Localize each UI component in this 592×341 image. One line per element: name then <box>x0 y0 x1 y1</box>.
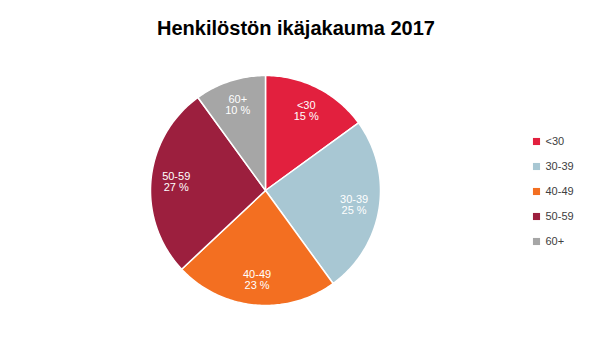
svg-text:60+10 %: 60+10 % <box>225 93 250 116</box>
svg-text:40-4923 %: 40-4923 % <box>243 268 271 291</box>
svg-text:<3015 %: <3015 % <box>294 99 319 122</box>
svg-text:40-49: 40-49 <box>546 185 574 197</box>
svg-text:30-39: 30-39 <box>546 160 574 172</box>
svg-text:<30: <30 <box>546 135 565 147</box>
svg-text:50-59: 50-59 <box>546 210 574 222</box>
svg-text:30-3925 %: 30-3925 % <box>340 193 368 216</box>
svg-text:60+: 60+ <box>546 235 565 247</box>
html-text:Henkilöstön ikäjakauma 2017: Henkilöstön ikäjakauma 2017 <box>157 17 435 39</box>
svg-text:50-5927 %: 50-5927 % <box>162 170 190 193</box>
